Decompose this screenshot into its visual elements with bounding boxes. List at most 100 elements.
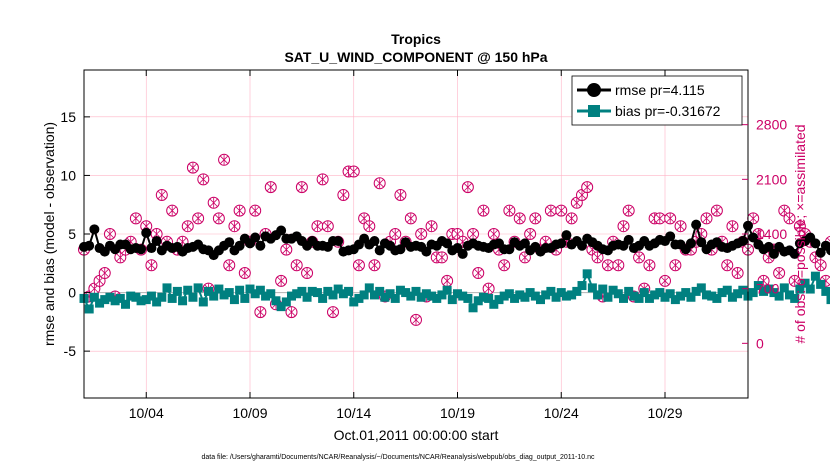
obs-point xyxy=(352,259,365,272)
obs-point xyxy=(555,204,568,217)
obs-point xyxy=(524,228,537,240)
rmse-point xyxy=(234,240,245,251)
bias-point xyxy=(271,296,281,306)
bias-point xyxy=(105,292,115,302)
bias-point xyxy=(385,289,395,299)
obs-point xyxy=(197,173,210,186)
obs-assimilated-marker xyxy=(194,213,203,224)
obs-assimilated-marker xyxy=(790,275,799,286)
bias-point xyxy=(821,286,830,296)
obs-assimilated-marker xyxy=(396,189,405,200)
bias-point xyxy=(624,286,634,296)
obs-point xyxy=(103,228,116,240)
rmse-point xyxy=(789,248,800,259)
bias-point xyxy=(510,293,520,303)
obs-point xyxy=(643,259,656,272)
obs-point xyxy=(98,267,111,280)
bias-point xyxy=(219,290,229,300)
obs-assimilated-marker xyxy=(733,268,742,279)
obs-assimilated-marker xyxy=(526,229,535,239)
obs-assimilated-marker xyxy=(453,229,462,239)
obs-point xyxy=(155,188,168,201)
y-tick-label-left: 5 xyxy=(68,226,76,242)
bias-point xyxy=(121,299,130,309)
bias-point xyxy=(670,295,680,305)
bias-point xyxy=(525,288,535,298)
obs-assimilated-marker xyxy=(438,252,446,263)
obs-point xyxy=(617,220,630,233)
bias-point xyxy=(691,286,701,296)
obs-assimilated-marker xyxy=(531,213,540,224)
obs-assimilated-marker xyxy=(412,314,420,325)
obs-assimilated-marker xyxy=(183,221,192,232)
obs-point xyxy=(773,267,786,280)
bias-point xyxy=(593,290,603,300)
obs-point xyxy=(218,153,231,166)
obs-assimilated-marker xyxy=(578,189,586,200)
bias-point xyxy=(172,286,182,296)
bias-point xyxy=(136,296,146,306)
bias-point xyxy=(764,284,774,294)
obs-assimilated-marker xyxy=(614,260,623,271)
rmse-point xyxy=(748,232,759,243)
obs-assimilated-marker xyxy=(785,213,794,224)
rmse-point xyxy=(826,245,830,256)
bias-point xyxy=(178,296,188,306)
bias-point xyxy=(214,284,224,294)
bias-point xyxy=(484,293,494,303)
obs-point xyxy=(669,259,682,272)
bias-point xyxy=(458,291,468,301)
bias-point xyxy=(416,292,426,302)
rmse-point xyxy=(519,238,530,249)
y-tick-label-left: 0 xyxy=(68,285,76,301)
obs-assimilated-marker xyxy=(297,182,306,193)
bias-point xyxy=(587,283,597,293)
bias-point xyxy=(395,285,405,295)
bias-point xyxy=(556,288,566,298)
x-tick-label: 10/14 xyxy=(336,405,371,421)
rmse-point xyxy=(276,225,287,236)
bias-point xyxy=(644,293,654,303)
bias-point xyxy=(162,283,172,293)
obs-assimilated-marker xyxy=(635,252,643,263)
obs-assimilated-marker xyxy=(235,205,244,216)
bias-point xyxy=(629,291,639,301)
rmse-point xyxy=(457,248,468,259)
obs-assimilated-marker xyxy=(365,221,374,232)
obs-point xyxy=(129,212,142,225)
x-tick-label: 10/04 xyxy=(129,405,164,421)
bias-point xyxy=(297,286,307,296)
obs-point xyxy=(389,228,402,240)
bias-point xyxy=(370,290,379,300)
obs-point xyxy=(280,243,293,256)
bias-point xyxy=(209,291,219,301)
obs-assimilated-marker xyxy=(619,221,628,232)
obs-point xyxy=(783,212,796,225)
bias-point xyxy=(188,292,198,302)
legend-rmse-label: rmse pr=4.115 xyxy=(615,82,705,98)
bias-point xyxy=(100,295,110,305)
obs-assimilated-marker xyxy=(469,229,477,239)
x-tick-label: 10/09 xyxy=(232,405,267,421)
rmse-point xyxy=(374,245,385,256)
bias-point xyxy=(551,292,561,302)
bias-point xyxy=(266,289,276,299)
obs-assimilated-marker xyxy=(147,260,156,271)
obs-assimilated-marker xyxy=(624,205,633,216)
obs-assimilated-marker xyxy=(572,197,581,208)
bias-point xyxy=(800,278,810,288)
bias-point xyxy=(541,290,551,300)
obs-assimilated-marker xyxy=(214,213,223,224)
obs-assimilated-marker xyxy=(360,213,369,224)
bias-point xyxy=(546,286,556,296)
legend-rmse-marker xyxy=(587,83,601,97)
obs-point xyxy=(186,161,199,174)
bias-point xyxy=(307,286,317,296)
rmse-point xyxy=(224,237,235,248)
bias-point xyxy=(354,293,364,303)
bias-point xyxy=(261,291,271,301)
obs-point xyxy=(633,251,646,264)
bias-point xyxy=(224,288,234,298)
rmse-point xyxy=(696,237,707,248)
bias-point xyxy=(561,291,571,301)
